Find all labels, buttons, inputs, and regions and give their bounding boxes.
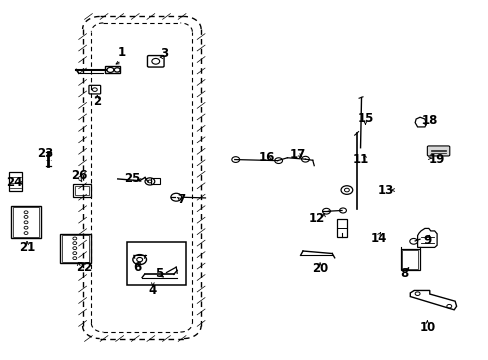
Text: 14: 14 — [370, 231, 386, 244]
Bar — [60, 234, 91, 263]
Text: 19: 19 — [428, 153, 445, 166]
Text: 20: 20 — [311, 262, 327, 275]
Text: 12: 12 — [308, 212, 324, 225]
Text: 22: 22 — [76, 261, 93, 274]
Text: 9: 9 — [423, 234, 431, 247]
Text: 13: 13 — [377, 184, 393, 197]
Bar — [336, 220, 346, 237]
Bar — [73, 184, 91, 197]
Text: 6: 6 — [133, 261, 141, 274]
Text: 17: 17 — [289, 148, 305, 161]
Text: 26: 26 — [71, 169, 88, 182]
Text: 23: 23 — [38, 147, 54, 160]
Text: 7: 7 — [177, 193, 185, 206]
Bar — [75, 186, 89, 195]
Bar — [127, 242, 185, 285]
Text: 5: 5 — [155, 267, 163, 280]
Text: 1: 1 — [117, 46, 125, 59]
Text: 21: 21 — [19, 241, 35, 254]
Bar — [9, 172, 21, 192]
Text: 25: 25 — [124, 172, 140, 185]
Text: 15: 15 — [357, 112, 373, 125]
Text: 8: 8 — [400, 267, 408, 280]
Bar — [11, 206, 41, 238]
Text: 18: 18 — [421, 114, 437, 127]
Bar — [62, 235, 89, 262]
FancyBboxPatch shape — [427, 146, 449, 156]
Text: 3: 3 — [160, 46, 168, 59]
Bar — [104, 66, 120, 73]
Bar — [151, 178, 159, 184]
Bar — [402, 250, 417, 269]
Text: 4: 4 — [148, 284, 157, 297]
Text: 16: 16 — [258, 151, 274, 164]
Text: 2: 2 — [93, 95, 101, 108]
Bar — [400, 249, 419, 270]
Text: 24: 24 — [6, 176, 22, 189]
Bar — [13, 207, 39, 237]
Text: 11: 11 — [352, 153, 368, 166]
Text: 10: 10 — [418, 320, 435, 333]
